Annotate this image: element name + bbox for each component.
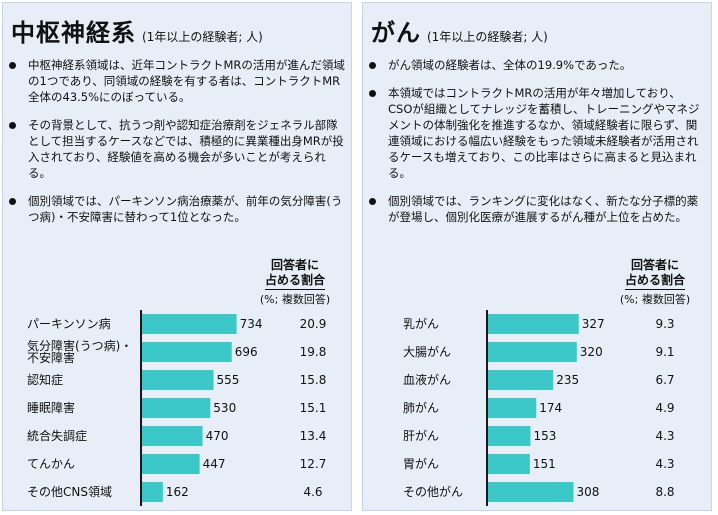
- cns-category-label: 認知症: [27, 372, 63, 387]
- cancer-bullets: がん領域の経験者は、全体の19.9%であった。 本領域ではコントラクトMRの活用…: [369, 57, 705, 237]
- cancer-category-label: 乳がん: [403, 316, 439, 331]
- cns-bar: [142, 482, 163, 502]
- cns-value-label: 530: [213, 401, 236, 415]
- cancer-category-label: その他がん: [403, 484, 463, 499]
- cns-title-row: 中枢神経系 (1年以上の経験者; 人): [11, 13, 263, 48]
- cns-percent-label: 15.8: [300, 373, 327, 387]
- cancer-bar: [488, 426, 531, 446]
- cancer-bar: [488, 482, 574, 502]
- cancer-category-label: 血液がん: [403, 372, 451, 387]
- cancer-bar: [488, 370, 554, 390]
- cns-percent-label: 20.9: [300, 317, 327, 331]
- cns-percent-label: 12.7: [300, 457, 327, 471]
- cancer-value-label: 151: [533, 457, 556, 471]
- cns-category-label: てんかん: [27, 457, 75, 471]
- cns-category-label: 統合失調症: [27, 428, 87, 443]
- cns-category-label: 気分障害(うつ病)・不安障害: [27, 338, 132, 365]
- cns-panel: 中枢神経系 (1年以上の経験者; 人) 中枢神経系領域は、近年コントラクトMRの活…: [2, 2, 352, 511]
- cns-category-label: 睡眠障害: [27, 400, 75, 415]
- cancer-category-label: 胃がん: [403, 456, 439, 471]
- cancer-percent-label: 8.8: [655, 485, 674, 499]
- cancer-title: がん: [371, 19, 421, 47]
- bullet-dot-icon: [369, 62, 376, 69]
- cancer-bar-chart: 乳がん 327 9.3 大腸がん 320 9.1 血液がん 235 6.7 肺がん 174 4.9 肝が…: [403, 310, 675, 506]
- cns-bullets: 中枢神経系領域は、近年コントラクトMRの活用が進んだ領域の1つであり、同領域の経…: [9, 57, 345, 237]
- cns-ratio-header: 回答者に 占める割合 (%; 複数回答): [259, 258, 331, 306]
- cancer-value-label: 174: [539, 401, 562, 415]
- cancer-percent-label: 4.9: [655, 401, 674, 415]
- cancer-bar: [488, 342, 577, 362]
- cns-bar: [142, 454, 200, 474]
- cancer-value-label: 327: [582, 317, 605, 331]
- cns-bar-chart: パーキンソン病 734 20.9 気分障害(うつ病)・不安障害 696 19.8 認知症 55…: [27, 310, 327, 506]
- cns-value-label: 734: [240, 317, 263, 331]
- cancer-percent-label: 9.3: [655, 317, 674, 331]
- cancer-bar: [488, 454, 530, 474]
- cancer-subtitle: (1年以上の経験者; 人): [427, 30, 548, 44]
- cancer-category-label: 肝がん: [403, 428, 439, 443]
- cns-value-label: 696: [235, 345, 258, 359]
- cns-percent-label: 15.1: [300, 401, 327, 415]
- cancer-bullet-1: がん領域の経験者は、全体の19.9%であった。: [369, 57, 705, 73]
- cns-bar: [142, 314, 237, 334]
- cancer-category-label: 大腸がん: [403, 344, 451, 359]
- cns-bar: [142, 342, 232, 362]
- cancer-value-label: 320: [580, 345, 603, 359]
- bullet-dot-icon: [369, 90, 376, 97]
- cancer-percent-label: 9.1: [655, 345, 674, 359]
- cns-percent-label: 19.8: [300, 345, 327, 359]
- cancer-panel: がん (1年以上の経験者; 人) がん領域の経験者は、全体の19.9%であった。 …: [362, 2, 712, 511]
- cns-value-label: 555: [217, 373, 240, 387]
- cancer-percent-label: 4.3: [655, 429, 674, 443]
- cns-value-label: 162: [166, 485, 189, 499]
- cns-bar: [142, 370, 214, 390]
- cns-percent-label: 13.4: [300, 429, 327, 443]
- cns-value-label: 470: [206, 429, 229, 443]
- cns-subtitle: (1年以上の経験者; 人): [142, 30, 263, 44]
- cns-value-label: 447: [203, 457, 226, 471]
- cns-category-label: パーキンソン病: [27, 316, 111, 331]
- cns-percent-label: 4.6: [303, 485, 322, 499]
- cns-bullet-3: 個別領域では、パーキンソン病治療薬が、前年の気分障害(うつ病)・不安障害に替わっ…: [9, 193, 345, 225]
- cns-bullet-1: 中枢神経系領域は、近年コントラクトMRの活用が進んだ領域の1つであり、同領域の経…: [9, 57, 345, 105]
- cns-bullet-2: その背景として、抗うつ剤や認知症治療剤をジェネラル部隊として担当するケースなどで…: [9, 117, 345, 181]
- bullet-dot-icon: [369, 198, 376, 205]
- bullet-dot-icon: [9, 122, 16, 129]
- cancer-ratio-header: 回答者に 占める割合 (%; 複数回答): [619, 258, 691, 306]
- cancer-percent-label: 6.7: [655, 373, 674, 387]
- bullet-dot-icon: [9, 62, 16, 69]
- cancer-value-label: 308: [576, 485, 599, 499]
- cancer-value-label: 235: [556, 373, 579, 387]
- cancer-value-label: 153: [533, 429, 556, 443]
- cns-category-label: その他CNS領域: [27, 484, 112, 499]
- cancer-title-row: がん (1年以上の経験者; 人): [371, 13, 548, 48]
- cancer-bar: [488, 398, 537, 418]
- cns-bar: [142, 398, 211, 418]
- cancer-bar: [488, 314, 579, 334]
- cancer-category-label: 肺がん: [403, 400, 439, 415]
- cancer-percent-label: 4.3: [655, 457, 674, 471]
- cancer-bullet-3: 個別領域では、ランキングに変化はなく、新たな分子標的薬が登場し、個別化医療が進展…: [369, 193, 705, 225]
- cns-bar: [142, 426, 203, 446]
- cancer-bullet-2: 本領域ではコントラクトMRの活用が年々増加しており、CSOが組織としてナレッジを…: [369, 85, 705, 181]
- cns-title: 中枢神経系: [11, 19, 136, 47]
- bullet-dot-icon: [9, 198, 16, 205]
